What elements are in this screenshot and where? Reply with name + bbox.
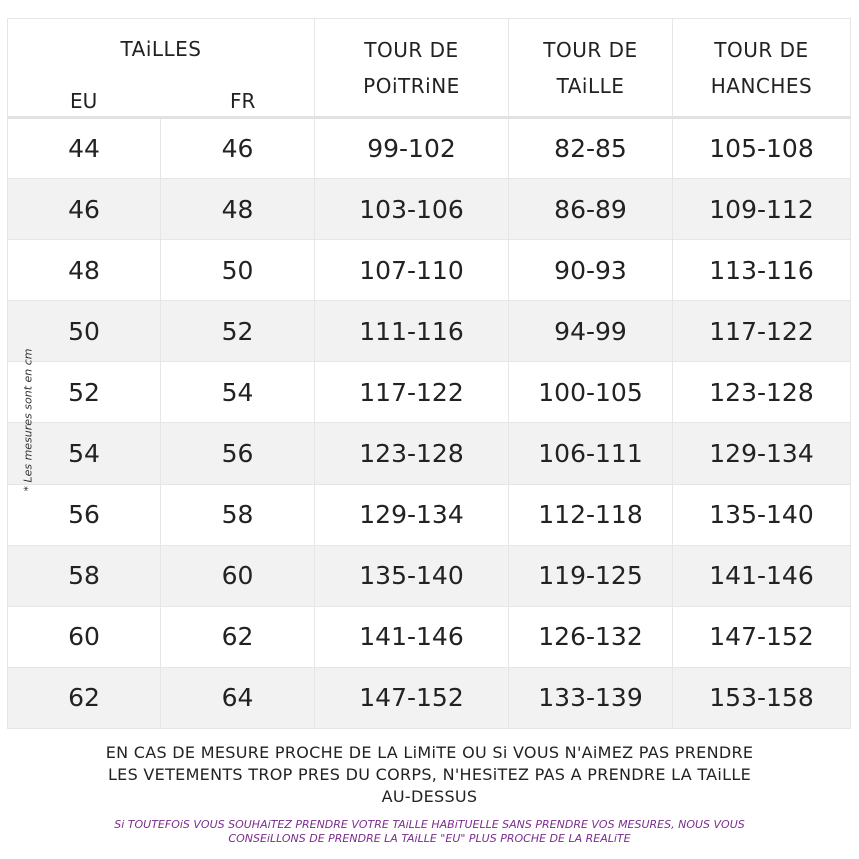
usual-size-advice: Si TOUTEFOiS VOUS SOUHAiTEZ PRENDRE VOTR… <box>0 818 859 846</box>
fr-size-cell: 46 <box>160 116 315 180</box>
header-row: TAiLLES EU FR TOUR DE POiTRiNE TOUR DE T… <box>7 18 851 119</box>
chest-cell: 129-134 <box>314 483 509 546</box>
eu-size-cell: 56 <box>7 483 161 546</box>
waist-cell: 82-85 <box>508 116 673 180</box>
fr-size-cell: 64 <box>160 666 315 730</box>
table-row: 62 64 147-152 133-139 153-158 <box>7 666 851 730</box>
waist-cell: 94-99 <box>508 300 673 363</box>
hips-cell: 147-152 <box>672 605 851 668</box>
fr-size-cell: 54 <box>160 361 315 424</box>
table-row: 48 50 107-110 90-93 113-116 <box>7 239 851 302</box>
hips-cell: 135-140 <box>672 483 851 546</box>
fr-size-cell: 56 <box>160 422 315 485</box>
hips-cell: 129-134 <box>672 422 851 485</box>
eu-size-cell: 52 <box>7 361 161 424</box>
table-row: 46 48 103-106 86-89 109-112 <box>7 178 851 241</box>
waist-cell: 126-132 <box>508 605 673 668</box>
eu-size-cell: 60 <box>7 605 161 668</box>
chest-cell: 141-146 <box>314 605 509 668</box>
chest-cell: 123-128 <box>314 422 509 485</box>
eu-size-cell: 50 <box>7 300 161 363</box>
waist-cell: 106-111 <box>508 422 673 485</box>
waist-cell: 119-125 <box>508 544 673 607</box>
hips-cell: 113-116 <box>672 239 851 302</box>
chest-cell: 111-116 <box>314 300 509 363</box>
eu-label: EU <box>70 89 98 113</box>
chest-header: TOUR DE POiTRiNE <box>314 18 509 119</box>
hips-cell: 123-128 <box>672 361 851 424</box>
waist-cell: 90-93 <box>508 239 673 302</box>
sizes-header: TAiLLES EU FR <box>7 18 315 119</box>
table-row: 54 56 123-128 106-111 129-134 <box>7 422 851 485</box>
fit-advice-line-3: AU-DESSUS <box>381 787 478 806</box>
table-row: 52 54 117-122 100-105 123-128 <box>7 361 851 424</box>
chest-cell: 135-140 <box>314 544 509 607</box>
eu-size-cell: 58 <box>7 544 161 607</box>
fr-size-cell: 50 <box>160 239 315 302</box>
table-row: 60 62 141-146 126-132 147-152 <box>7 605 851 668</box>
table-row: 58 60 135-140 119-125 141-146 <box>7 544 851 607</box>
hips-cell: 105-108 <box>672 116 851 180</box>
chest-cell: 99-102 <box>314 116 509 180</box>
hips-cell: 117-122 <box>672 300 851 363</box>
sizes-title: TAiLLES <box>120 37 202 61</box>
waist-header: TOUR DE TAiLLE <box>508 18 673 119</box>
fit-advice-line-2: LES VETEMENTS TROP PRES DU CORPS, N'HESi… <box>107 765 752 784</box>
chest-cell: 103-106 <box>314 178 509 241</box>
waist-cell: 133-139 <box>508 666 673 730</box>
usual-size-advice-line-2: CONSEiLLONS DE PRENDRE LA TAiLLE "EU" PL… <box>228 832 631 845</box>
hips-cell: 109-112 <box>672 178 851 241</box>
fr-size-cell: 62 <box>160 605 315 668</box>
usual-size-advice-line-1: Si TOUTEFOiS VOUS SOUHAiTEZ PRENDRE VOTR… <box>114 818 745 831</box>
fr-label: FR <box>230 89 256 113</box>
eu-size-cell: 54 <box>7 422 161 485</box>
fr-size-cell: 48 <box>160 178 315 241</box>
chest-cell: 117-122 <box>314 361 509 424</box>
chest-cell: 147-152 <box>314 666 509 730</box>
fr-size-cell: 52 <box>160 300 315 363</box>
hips-cell: 141-146 <box>672 544 851 607</box>
waist-cell: 86-89 <box>508 178 673 241</box>
eu-size-cell: 46 <box>7 178 161 241</box>
fr-size-cell: 58 <box>160 483 315 546</box>
fit-advice-line-1: EN CAS DE MESURE PROCHE DE LA LiMiTE OU … <box>105 743 754 762</box>
eu-size-cell: 44 <box>7 116 161 180</box>
table-row: 50 52 111-116 94-99 117-122 <box>7 300 851 363</box>
eu-size-cell: 48 <box>7 239 161 302</box>
units-note: * Les mesures sont en cm <box>21 348 35 492</box>
hips-cell: 153-158 <box>672 666 851 730</box>
fit-advice: EN CAS DE MESURE PROCHE DE LA LiMiTE OU … <box>0 742 859 808</box>
chest-cell: 107-110 <box>314 239 509 302</box>
table-row: 44 46 99-102 82-85 105-108 <box>7 116 851 180</box>
table-row: 56 58 129-134 112-118 135-140 <box>7 483 851 546</box>
waist-cell: 112-118 <box>508 483 673 546</box>
waist-cell: 100-105 <box>508 361 673 424</box>
hips-header: TOUR DE HANCHES <box>672 18 851 119</box>
size-chart-table: TAiLLES EU FR TOUR DE POiTRiNE TOUR DE T… <box>7 18 851 730</box>
eu-size-cell: 62 <box>7 666 161 730</box>
fr-size-cell: 60 <box>160 544 315 607</box>
